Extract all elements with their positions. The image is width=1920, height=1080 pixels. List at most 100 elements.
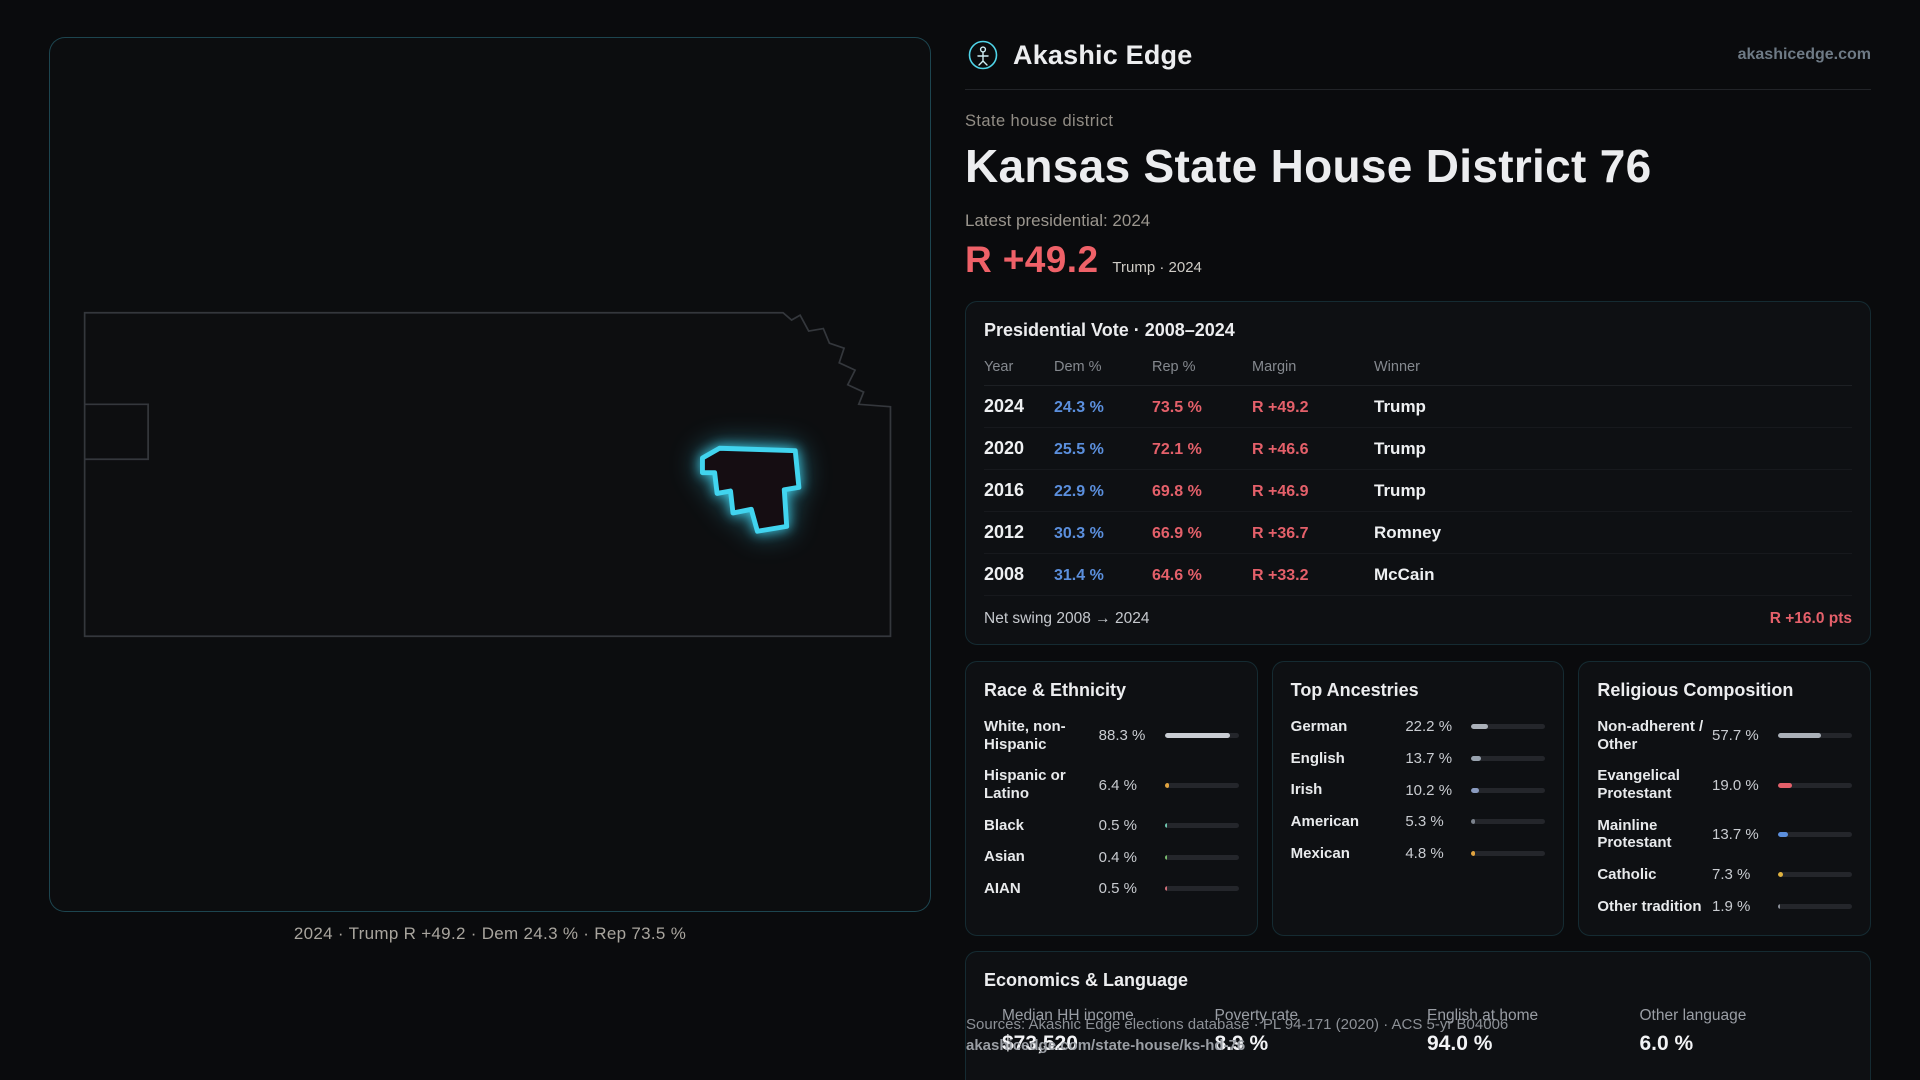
demographics-card-title: Religious Composition: [1597, 680, 1794, 700]
economics-stat: Median HH income $73,520: [1002, 1007, 1215, 1056]
demographics-card-title: Race & Ethnicity: [984, 680, 1127, 700]
net-swing-value: R +16.0 pts: [1769, 610, 1852, 627]
site-domain-link[interactable]: akashicedge.com: [1737, 46, 1871, 63]
cell-dem: 31.4 %: [1054, 567, 1104, 584]
presidential-card-title: Presidential Vote · 2008–2024: [984, 320, 1235, 340]
stat-bar-fill: [1777, 782, 1793, 788]
cell-margin: R +46.6: [1252, 441, 1309, 458]
demographic-row: White, non-Hispanic 88.3 %: [984, 711, 1239, 760]
stat-bar-fill: [1777, 872, 1784, 878]
stat-bar: [1777, 782, 1852, 788]
demographic-row: Evangelical Protestant 19.0 %: [1597, 760, 1852, 809]
district-76-shape[interactable]: [700, 445, 802, 534]
kicker: State house district: [965, 112, 1114, 130]
stat-bar: [1777, 872, 1852, 878]
demographic-row: Non-adherent / Other 57.7 %: [1597, 711, 1852, 760]
cell-winner: Trump: [1374, 397, 1426, 416]
demographic-label: Mainline Protestant: [1597, 816, 1672, 852]
cell-margin: R +36.7: [1252, 525, 1309, 542]
stat-bar: [1471, 756, 1546, 762]
cell-winner: McCain: [1374, 565, 1435, 584]
cell-rep: 66.9 %: [1152, 525, 1202, 542]
presidential-table-row: 2016 22.9 % 69.8 % R +46.9 Trump: [984, 470, 1852, 512]
stat-bar-fill: [1471, 819, 1476, 825]
column-header: Year: [984, 359, 1014, 375]
stat-bar: [1471, 819, 1546, 825]
stat-bar: [1164, 782, 1239, 788]
demographic-label: Black: [984, 816, 1025, 834]
cell-rep: 64.6 %: [1152, 567, 1202, 584]
presidential-table-row: 2012 30.3 % 66.9 % R +36.7 Romney: [984, 512, 1852, 554]
economics-stat: Poverty rate 8.9 %: [1215, 1007, 1428, 1056]
presidential-table-body: 2024 24.3 % 73.5 % R +49.2 Trump 2020 25.5 % 72…: [984, 386, 1852, 596]
economics-stat: English at home 94.0 %: [1427, 1007, 1640, 1056]
brand-header: Akashic Edge akashicedge.com: [965, 37, 1871, 90]
cell-dem: 22.9 %: [1054, 483, 1104, 500]
demographic-value: 0.4 %: [1098, 848, 1138, 866]
district-map-panel[interactable]: [49, 37, 931, 912]
column-header: Dem %: [1054, 359, 1102, 375]
economics-card-title: Economics & Language: [984, 969, 1189, 990]
kansas-outline: [83, 311, 892, 638]
economics-stat-value: $73,520: [1002, 1031, 1078, 1055]
presidential-table-row: 2008 31.4 % 64.6 % R +33.2 McCain: [984, 554, 1852, 596]
economics-stat-value: 94.0 %: [1427, 1031, 1493, 1055]
cell-year: 2024: [984, 396, 1025, 416]
margin-value: R +49.2: [965, 239, 1099, 280]
demographic-label: Hispanic or Latino: [984, 767, 1066, 803]
net-swing-label: Net swing 2008 → 2024: [984, 610, 1150, 627]
demographic-label: Catholic: [1597, 866, 1657, 884]
economics-stat-label: Median HH income: [1002, 1006, 1134, 1024]
cell-margin: R +49.2: [1252, 399, 1309, 416]
stat-bar-fill: [1471, 851, 1475, 857]
cell-margin: R +33.2: [1252, 567, 1309, 584]
economics-card: Economics & Language Median HH income $73…: [965, 950, 1871, 1080]
stat-bar: [1164, 886, 1239, 892]
column-header: Winner: [1374, 359, 1420, 375]
stat-bar-fill: [1164, 886, 1167, 892]
cell-dem: 25.5 %: [1054, 441, 1104, 458]
cell-year: 2008: [984, 564, 1025, 584]
stat-bar: [1164, 823, 1239, 829]
demographic-label: Mexican: [1290, 844, 1350, 862]
cell-year: 2016: [984, 480, 1025, 500]
cell-year: 2020: [984, 438, 1025, 458]
demographic-label: AIAN: [984, 880, 1021, 898]
stat-bar: [1777, 904, 1852, 910]
brand-left: Akashic Edge: [965, 37, 1192, 73]
demographic-value: 7.3 %: [1711, 866, 1751, 884]
demographic-value: 4.8 %: [1405, 845, 1444, 863]
cell-rep: 69.8 %: [1152, 483, 1202, 500]
permalink[interactable]: akashicedge.com/state-house/ks-hd-76: [966, 1037, 1246, 1054]
sources-line: Sources: Akashic Edge elections database…: [966, 1016, 1509, 1033]
stat-bar-fill: [1777, 831, 1789, 837]
sub-boundary-box: [84, 403, 149, 461]
cell-winner: Trump: [1374, 481, 1426, 500]
stat-bar-fill: [1471, 787, 1479, 793]
cell-dem: 24.3 %: [1054, 399, 1104, 416]
demographic-row: English 13.7 %: [1291, 743, 1546, 775]
demographic-row: Mexican 4.8 %: [1291, 838, 1546, 870]
stat-bar: [1164, 854, 1239, 860]
demographic-row: Hispanic or Latino 6.4 %: [984, 760, 1239, 809]
demographic-label: Other tradition: [1597, 897, 1702, 915]
cell-year: 2012: [984, 522, 1025, 542]
margin-caption: Trump · 2024: [1112, 259, 1202, 276]
demographic-value: 10.2 %: [1405, 781, 1453, 799]
stat-bar-fill: [1777, 733, 1821, 739]
demographics-card: Race & Ethnicity White, non-Hispanic 88.3 …: [965, 661, 1258, 936]
demographic-value: 5.3 %: [1405, 813, 1444, 831]
stat-bar: [1777, 733, 1852, 739]
stat-bar-fill: [1777, 904, 1780, 910]
demographic-value: 57.7 %: [1711, 727, 1759, 745]
demographic-row: Mainline Protestant 13.7 %: [1597, 810, 1852, 859]
footer-sources: Sources: Akashic Edge elections database…: [966, 1014, 1508, 1056]
demographics-card: Top Ancestries German 22.2 % English 13.7 % I…: [1271, 661, 1565, 936]
map-side: 2024 · Trump R +49.2 · Dem 24.3 % · Rep …: [49, 37, 931, 1080]
cell-dem: 30.3 %: [1054, 525, 1104, 542]
demographics-grid: Race & Ethnicity White, non-Hispanic 88.3 …: [965, 661, 1871, 936]
demographic-label: White, non-Hispanic: [984, 718, 1066, 753]
demographic-value: 6.4 %: [1098, 776, 1138, 794]
demographic-row: German 22.2 %: [1291, 711, 1546, 743]
